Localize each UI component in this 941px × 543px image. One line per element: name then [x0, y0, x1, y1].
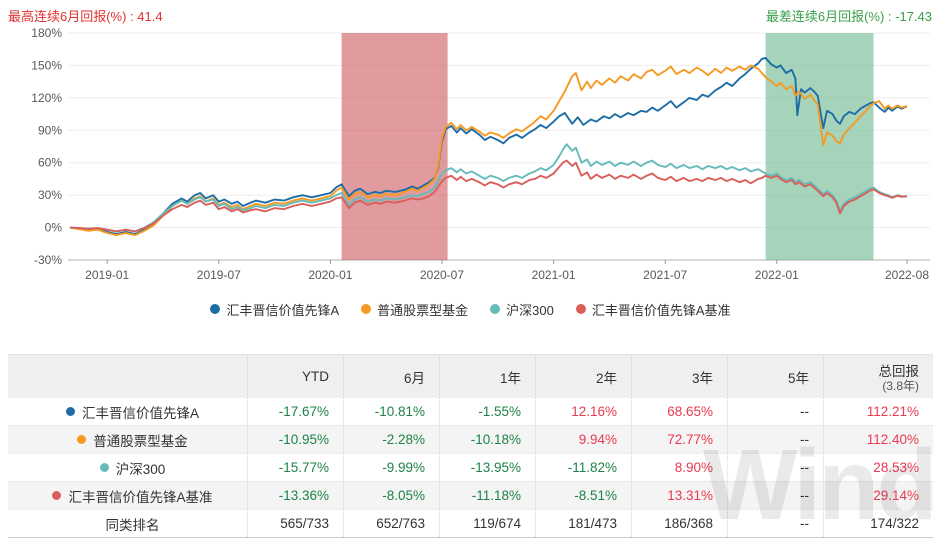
- table-value-cell: 119/674: [440, 510, 536, 537]
- table-value-cell: 12.16%: [536, 398, 632, 425]
- table-value-cell: 72.77%: [632, 426, 728, 453]
- x-tick-label: 2021-01: [532, 268, 576, 282]
- table-value-cell: -10.95%: [248, 426, 344, 453]
- series-dot-icon: [65, 407, 75, 416]
- table-value-cell: -10.81%: [344, 398, 440, 425]
- row-label: 普通股票型基金: [8, 426, 248, 453]
- table-value-cell: -17.67%: [248, 398, 344, 425]
- y-tick-label: 30%: [38, 188, 62, 202]
- x-tick-label: 2020-07: [420, 268, 464, 282]
- table-value-cell: -9.99%: [344, 454, 440, 481]
- legend-dot-icon: [210, 304, 221, 314]
- legend-label: 汇丰晋信价值先锋A: [226, 302, 340, 318]
- table-header-cell: 2年: [536, 355, 632, 398]
- table-value-cell: 186/368: [632, 510, 728, 537]
- table-value-cell: -11.82%: [536, 454, 632, 481]
- y-tick-label: 120%: [31, 91, 62, 105]
- table-header-cell: 总回报 (3.8年): [878, 363, 920, 393]
- table-value-cell: -10.18%: [440, 426, 536, 453]
- series-dot-icon: [52, 491, 62, 500]
- legend-dot-icon: [361, 304, 372, 314]
- row-label: 沪深300: [8, 454, 248, 481]
- legend-dot-icon: [575, 304, 586, 314]
- legend-label: 沪深300: [506, 302, 554, 318]
- series-dot-icon: [99, 463, 109, 472]
- legend-label: 汇丰晋信价值先锋A基准: [591, 302, 731, 318]
- highest-6m-return-text: 最高连续6月回报(%) : 41.4: [8, 9, 163, 24]
- series-line-benchmark: [69, 159, 908, 233]
- table-value-cell: 8.90%: [632, 454, 728, 481]
- table-row: 同类排名 565/733 652/763 119/674 181/473 186/368-…: [8, 509, 933, 537]
- table-value-cell: 29.14%: [873, 488, 919, 503]
- y-tick-label: 180%: [31, 26, 62, 40]
- table-value-cell: -11.18%: [440, 482, 536, 509]
- table-value-cell: --: [728, 398, 824, 425]
- table-header-cell: [8, 355, 248, 398]
- table-value-cell: 68.65%: [632, 398, 728, 425]
- x-tick-label: 2022-08: [885, 268, 929, 282]
- table-row: 普通股票型基金 -10.95% -2.28% -10.18% 9.94% 72.77% --…: [8, 425, 933, 453]
- table-row: 汇丰晋信价值先锋A -17.67% -10.81% -1.55% 12.16% 68.65…: [8, 398, 933, 425]
- table-value-cell: -1.55%: [440, 398, 536, 425]
- table-value-cell: 112.21%: [866, 404, 919, 419]
- series-dot-icon: [77, 435, 87, 444]
- performance-table: YTD 6月 1年 2年 3年 5年 总回报 (3.8年) 汇丰晋信价值先锋A -17.67% -1…: [8, 354, 933, 538]
- y-tick-label: 90%: [38, 123, 62, 137]
- legend-item-csi300[interactable]: 沪深300: [490, 300, 554, 319]
- series-line-csi300: [69, 143, 908, 233]
- table-header-cell: YTD: [248, 355, 344, 398]
- table-value-cell: 565/733: [248, 510, 344, 537]
- table-value-cell: --: [728, 482, 824, 509]
- table-row: 沪深300 -15.77% -9.99% -13.95% -11.82% 8.90% -- 2…: [8, 453, 933, 481]
- table-header-row: YTD 6月 1年 2年 3年 5年 总回报 (3.8年): [8, 354, 933, 398]
- table-value-cell: 9.94%: [536, 426, 632, 453]
- worst-6m-return-text: 最差连续6月回报(%) : -17.43: [765, 9, 932, 24]
- series-line-category: [69, 64, 908, 237]
- row-label: 同类排名: [8, 510, 248, 537]
- table-value-cell: -15.77%: [248, 454, 344, 481]
- y-tick-label: -30%: [34, 253, 62, 267]
- cumulative-return-chart: 180% 150% 120% 90% 60% 30% 0% -30% 2019-01 2019-0…: [31, 26, 930, 282]
- chart-legend: 汇丰晋信价值先锋A 普通股票型基金 沪深300 汇丰晋信价值先锋A基准: [0, 296, 941, 322]
- table-value-cell: 112.40%: [866, 432, 919, 447]
- x-tick-label: 2019-07: [197, 268, 241, 282]
- table-value-cell: 28.53%: [873, 460, 919, 475]
- table-value-cell: -13.95%: [440, 454, 536, 481]
- y-tick-label: 60%: [38, 156, 62, 170]
- table-header-cell: 1年: [440, 355, 536, 398]
- table-value-cell: -8.51%: [536, 482, 632, 509]
- table-value-cell: -2.28%: [344, 426, 440, 453]
- y-tick-label: 0%: [45, 221, 63, 235]
- series-line-fund: [69, 56, 908, 236]
- table-value-cell: --: [728, 510, 824, 537]
- table-value-cell: -13.36%: [248, 482, 344, 509]
- table-value-cell: --: [728, 426, 824, 453]
- legend-dot-icon: [490, 304, 501, 314]
- table-header-cell: 6月: [344, 355, 440, 398]
- table-value-cell: 181/473: [536, 510, 632, 537]
- row-label: 汇丰晋信价值先锋A基准: [8, 482, 248, 509]
- legend-item-fund[interactable]: 汇丰晋信价值先锋A: [210, 300, 339, 319]
- y-tick-label: 150%: [31, 58, 62, 72]
- highest-6m-return-window: [341, 33, 448, 260]
- table-row: 汇丰晋信价值先锋A基准 -13.36% -8.05% -11.18% -8.51% 13.…: [8, 481, 933, 509]
- legend-item-category[interactable]: 普通股票型基金: [361, 300, 468, 319]
- table-value-cell: 13.31%: [632, 482, 728, 509]
- x-tick-label: 2019-01: [85, 268, 129, 282]
- x-tick-label: 2021-07: [643, 268, 687, 282]
- table-value-cell: --: [728, 454, 824, 481]
- table-value-cell: 174/322: [870, 516, 919, 531]
- table-header-cell: 5年: [728, 355, 824, 398]
- table-value-cell: 652/763: [344, 510, 440, 537]
- return-summary-bar: 最高连续6月回报(%) : 41.4 最差连续6月回报(%) : -17.43: [8, 6, 932, 26]
- row-label: 汇丰晋信价值先锋A: [8, 398, 248, 425]
- x-tick-label: 2020-01: [308, 268, 352, 282]
- x-tick-label: 2022-01: [755, 268, 799, 282]
- fund-performance-panel: { "topbar": { "best": {"label": "最高连续6月回…: [0, 6, 941, 541]
- legend-item-benchmark[interactable]: 汇丰晋信价值先锋A基准: [575, 300, 731, 319]
- legend-label: 普通股票型基金: [377, 302, 469, 318]
- table-value-cell: -8.05%: [344, 482, 440, 509]
- table-header-cell: 3年: [632, 355, 728, 398]
